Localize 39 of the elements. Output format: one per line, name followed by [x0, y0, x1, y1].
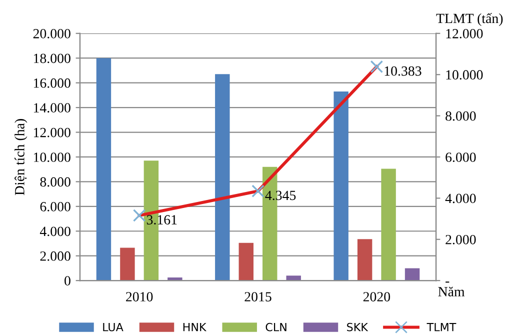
x-tick-label: 2020: [363, 292, 390, 302]
legend-label: LUA: [103, 323, 124, 332]
y-axis-title: Diện tích (ha): [14, 119, 28, 196]
bar: [238, 242, 254, 281]
y2-tick-label: 10.000: [446, 70, 483, 80]
y2-tick-label: 8.000: [446, 111, 476, 121]
y-tick-label: 16.000: [34, 78, 70, 88]
x-tick-label: 2010: [126, 292, 153, 302]
y-tick-label: 20.000: [33, 28, 70, 38]
bar: [215, 74, 230, 281]
data-label: 10.383: [384, 66, 422, 76]
legend-label: SKK: [347, 322, 368, 332]
y-tick-label: 18.000: [34, 54, 70, 64]
y-tick-label: 12.000: [34, 128, 70, 138]
y2-tick-label: 6.000: [446, 152, 476, 162]
y-tick-label: 2.000: [40, 251, 70, 261]
y-tick-label: 14.000: [34, 103, 70, 113]
legend-label: CLN: [266, 322, 286, 332]
bar: [381, 168, 396, 281]
y2-tick-label: -: [446, 282, 450, 283]
y2-tick-label: 12.000: [446, 28, 483, 38]
legend-label: TLMT: [426, 323, 456, 332]
y-tick-label: 6.000: [40, 202, 70, 212]
bar: [334, 91, 348, 281]
y-tick-label: 8.000: [40, 177, 70, 187]
y2-tick-label: 4.000: [445, 194, 476, 204]
legend-label: HNK: [183, 323, 206, 332]
bar: [120, 248, 135, 281]
y-tick-label: 0: [64, 276, 70, 286]
y-tick-label: 10.000: [34, 152, 70, 162]
bar: [286, 276, 301, 281]
y-tick-label: 4.000: [40, 226, 70, 236]
bar: [357, 239, 372, 281]
x-tick-label: 2015: [244, 292, 272, 302]
y2-tick-label: 2.000: [446, 234, 476, 244]
bar: [96, 58, 112, 281]
y2-axis-title: TLMT (tấn): [436, 12, 503, 26]
bar: [404, 268, 420, 281]
x-axis-title: Năm: [438, 286, 465, 296]
